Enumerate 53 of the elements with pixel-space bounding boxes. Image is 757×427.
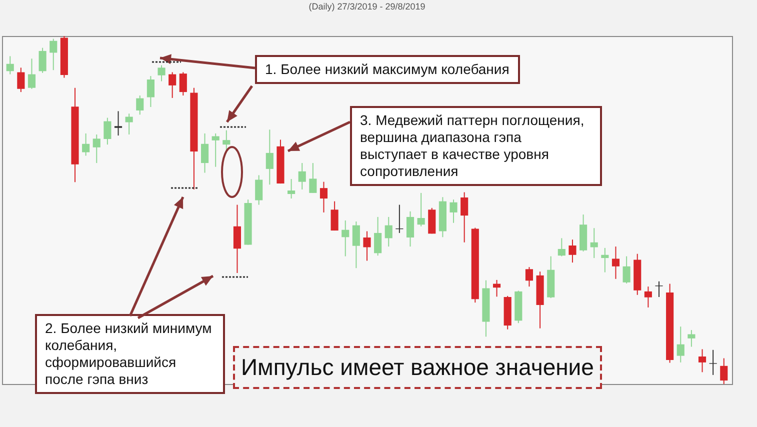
- candlestick: [200, 132, 209, 174]
- candlestick: [309, 162, 317, 194]
- candlestick: [406, 210, 414, 248]
- candlestick: [644, 286, 652, 308]
- candlestick: [558, 238, 566, 257]
- candlestick: [233, 204, 242, 274]
- candlestick: [298, 162, 306, 190]
- candlestick: [50, 38, 58, 71]
- candlestick: [266, 129, 274, 186]
- chart-title: (Daily) 27/3/2019 - 29/8/2019: [308, 2, 426, 12]
- candlestick: [622, 256, 630, 284]
- candlestick: [709, 349, 717, 376]
- candlestick: [384, 216, 392, 248]
- candlestick: [320, 181, 328, 213]
- candlestick: [146, 76, 154, 108]
- candlestick: [158, 64, 166, 82]
- candlestick: [417, 192, 425, 227]
- candlestick: [136, 95, 144, 116]
- candlestick: [330, 200, 338, 232]
- candlestick: [601, 247, 609, 273]
- candlestick: [352, 220, 360, 269]
- candlestick: [450, 199, 458, 224]
- annotation: 2. Более низкий минимум колебания, сформировавшийся после гэпа вниз: [35, 314, 225, 394]
- annotation: 1. Более низкий максимум колебания: [255, 55, 520, 84]
- candlestick: [28, 58, 36, 90]
- candlestick: [82, 132, 90, 156]
- candlestick: [168, 72, 176, 98]
- candlestick: [92, 134, 100, 164]
- candlestick: [363, 230, 371, 262]
- candlestick: [114, 110, 122, 136]
- candlestick: [720, 358, 728, 384]
- candlestick: [460, 192, 468, 243]
- candlestick: [179, 72, 187, 96]
- candlestick: [698, 348, 706, 373]
- candlestick: [212, 132, 220, 168]
- annotation: 3. Медвежий паттерн поглощения, вершина диапазона гэпа выступает в качестве уровня сопротивления: [350, 106, 602, 186]
- annotation: Импульс имеет важное значение: [233, 346, 602, 389]
- candlestick: [17, 67, 25, 93]
- candlestick: [525, 266, 534, 288]
- candlestick: [676, 326, 684, 363]
- candlestick: [374, 216, 382, 256]
- candlestick: [125, 113, 133, 135]
- candlestick: [342, 220, 350, 257]
- candlestick: [568, 239, 576, 264]
- candlestick: [492, 279, 501, 298]
- candlestick: [104, 117, 112, 146]
- candlestick: [590, 228, 598, 259]
- candlestick: [38, 47, 46, 74]
- candlestick: [288, 178, 296, 200]
- candlestick: [688, 330, 696, 348]
- candlestick: [612, 246, 620, 280]
- candlestick: [6, 56, 14, 75]
- candlestick: [255, 174, 263, 206]
